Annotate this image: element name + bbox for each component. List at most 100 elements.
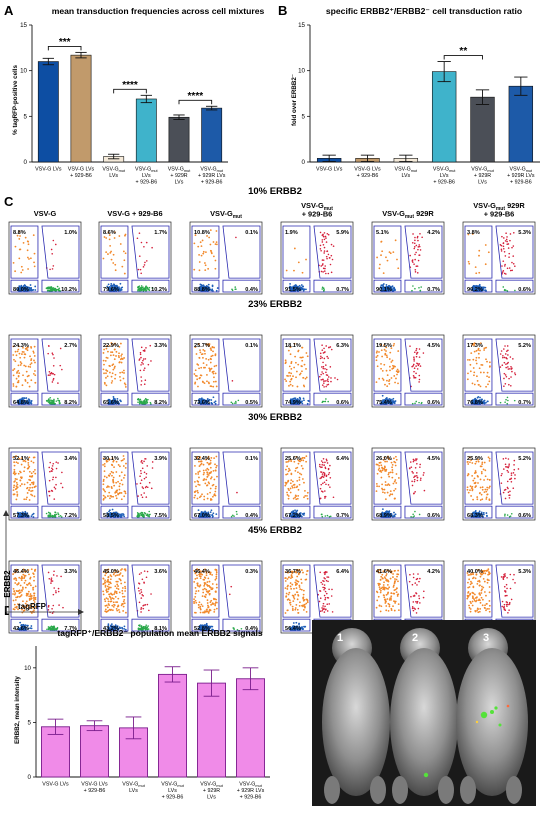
event-dot: [149, 345, 151, 347]
event-dot: [378, 467, 380, 469]
event-dot: [15, 478, 17, 480]
event-dot: [143, 514, 145, 516]
event-dot: [480, 499, 482, 501]
event-dot: [206, 374, 208, 376]
event-dot: [299, 374, 301, 376]
event-dot: [143, 582, 145, 584]
event-dot: [122, 593, 124, 595]
event-dot: [120, 380, 122, 382]
event-dot: [212, 386, 214, 388]
event-dot: [34, 382, 36, 384]
event-dot: [28, 595, 30, 597]
event-dot: [33, 598, 35, 600]
event-dot: [147, 399, 149, 401]
event-dot: [386, 284, 388, 286]
event-dot: [13, 588, 15, 590]
event-dot: [115, 269, 117, 271]
event-dot: [296, 486, 298, 488]
event-dot: [34, 355, 36, 357]
event-dot: [229, 593, 231, 595]
event-dot: [290, 482, 292, 484]
event-dot: [149, 287, 151, 289]
event-dot: [138, 587, 140, 589]
event-dot: [485, 289, 487, 291]
event-dot: [467, 486, 469, 488]
event-dot: [286, 270, 288, 272]
event-dot: [104, 605, 106, 607]
event-dot: [328, 384, 330, 386]
category-label-line-0: VSV-Gmut: [102, 167, 125, 173]
event-dot: [508, 253, 510, 255]
quadrant-ur-label: 1.7%: [154, 230, 167, 236]
event-dot: [25, 498, 27, 500]
event-dot: [485, 498, 487, 500]
event-dot: [384, 489, 386, 491]
event-dot: [144, 383, 146, 385]
event-dot: [121, 492, 123, 494]
event-dot: [17, 590, 19, 592]
event-dot: [213, 470, 215, 472]
event-dot: [394, 479, 396, 481]
event-dot: [326, 241, 328, 243]
event-dot: [24, 484, 26, 486]
event-dot: [200, 612, 202, 614]
event-dot: [145, 487, 147, 489]
event-dot: [508, 368, 510, 370]
category-label-line-1: + 929R LVs: [507, 173, 535, 179]
event-dot: [509, 497, 511, 499]
event-dot: [147, 486, 149, 488]
event-dot: [307, 492, 309, 494]
event-dot: [47, 353, 49, 355]
event-dot: [474, 463, 476, 465]
event-dot: [413, 460, 415, 462]
event-dot: [302, 460, 304, 462]
event-dot: [322, 373, 324, 375]
event-dot: [487, 400, 489, 402]
event-dot: [203, 585, 205, 587]
event-dot: [14, 465, 16, 467]
event-dot: [58, 287, 60, 289]
event-dot: [51, 249, 53, 251]
event-dot: [34, 265, 36, 267]
event-dot: [299, 473, 301, 475]
event-dot: [505, 498, 507, 500]
event-dot: [205, 594, 207, 596]
event-dot: [326, 258, 328, 260]
event-dot: [197, 480, 199, 482]
event-dot: [301, 465, 303, 467]
event-dot: [322, 239, 324, 241]
event-dot: [13, 375, 15, 377]
event-dot: [205, 264, 207, 266]
event-dot: [376, 257, 378, 259]
event-dot: [14, 368, 16, 370]
event-dot: [49, 628, 51, 630]
event-dot: [486, 512, 488, 514]
event-dot: [209, 463, 211, 465]
event-dot: [507, 349, 509, 351]
event-dot: [508, 458, 510, 460]
event-dot: [124, 586, 126, 588]
quadrant-ur-label: 5.3%: [518, 230, 531, 236]
event-dot: [52, 463, 54, 465]
event-dot: [34, 592, 36, 594]
event-dot: [289, 365, 291, 367]
event-dot: [484, 489, 486, 491]
event-dot: [114, 367, 116, 369]
event-dot: [195, 600, 197, 602]
event-dot: [33, 573, 35, 575]
event-dot: [16, 494, 18, 496]
event-dot: [111, 376, 113, 378]
event-dot: [414, 403, 416, 405]
event-dot: [330, 346, 332, 348]
event-dot: [144, 458, 146, 460]
event-dot: [202, 357, 204, 359]
event-dot: [52, 490, 54, 492]
event-dot: [107, 606, 109, 608]
event-dot: [119, 475, 121, 477]
event-dot: [489, 486, 491, 488]
event-dot: [140, 473, 142, 475]
event-dot: [504, 373, 506, 375]
event-dot: [53, 365, 55, 367]
panel-letter-c: C: [4, 194, 14, 209]
event-dot: [304, 457, 306, 459]
